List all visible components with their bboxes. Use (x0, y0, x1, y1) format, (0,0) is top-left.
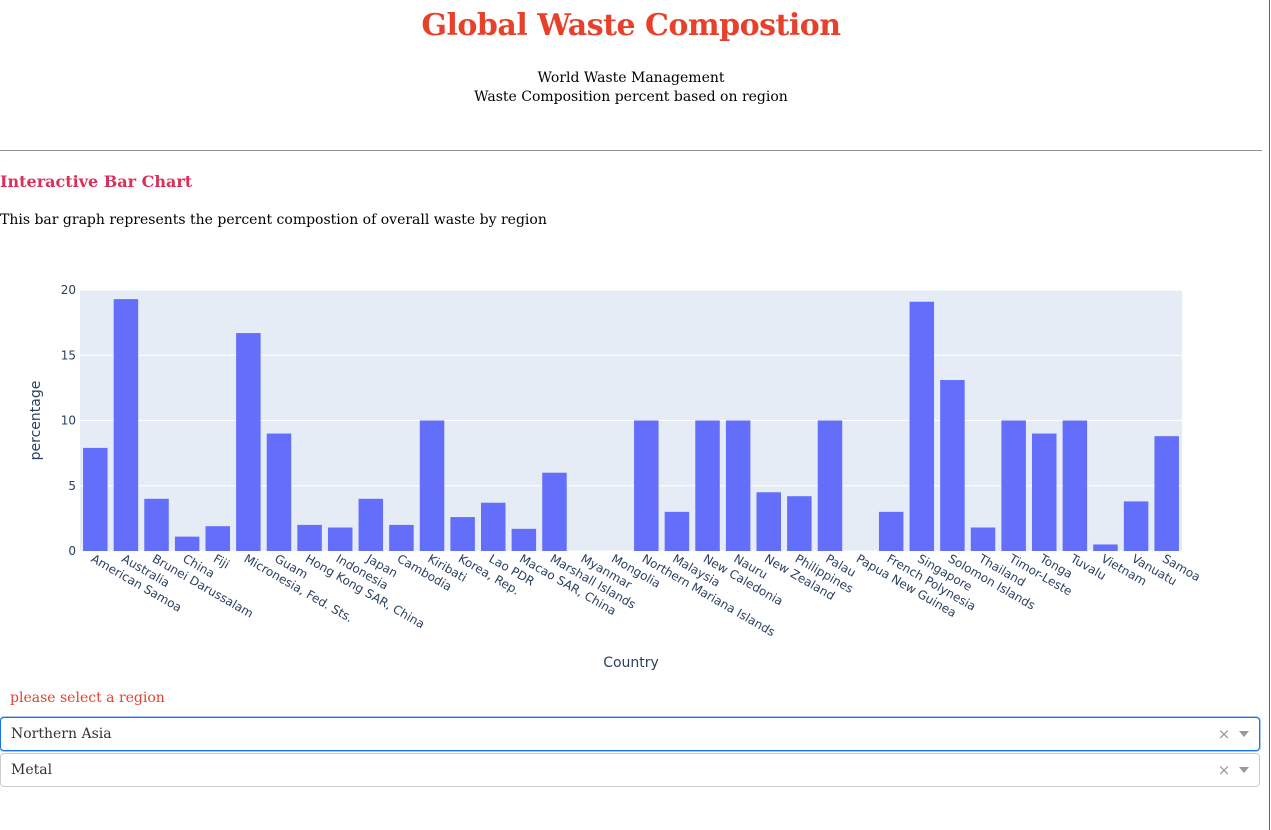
region-dropdown[interactable]: Northern Asia × (0, 717, 1260, 751)
y-axis-title: percentage (28, 381, 44, 461)
bar[interactable] (1032, 433, 1057, 551)
bar[interactable] (817, 420, 843, 552)
y-tick-label: 15 (61, 348, 76, 362)
page-subtitle-2: Waste Composition percent based on regio… (474, 89, 788, 105)
bar[interactable] (878, 511, 904, 551)
bar[interactable] (634, 420, 659, 552)
y-tick-label: 10 (61, 414, 76, 428)
bar[interactable] (909, 301, 935, 551)
bar[interactable] (940, 380, 965, 551)
bar[interactable] (970, 527, 996, 551)
bar[interactable] (144, 498, 169, 551)
bar[interactable] (450, 517, 475, 551)
bar[interactable] (1001, 420, 1026, 552)
bar[interactable] (664, 511, 690, 551)
bar[interactable] (113, 299, 139, 551)
divider (0, 150, 1262, 151)
material-dropdown-value: Metal (11, 762, 53, 778)
bar[interactable] (756, 492, 781, 551)
bar[interactable] (358, 498, 384, 551)
bar[interactable] (695, 420, 720, 552)
material-clear-icon[interactable]: × (1217, 761, 1231, 779)
bar[interactable] (1093, 544, 1118, 551)
region-clear-icon[interactable]: × (1217, 725, 1231, 743)
bar[interactable] (511, 528, 537, 551)
region-select-label: please select a region (10, 690, 165, 706)
page-title: Global Waste Compostion (421, 8, 841, 43)
x-axis-title: Country (603, 655, 659, 671)
region-chevron-down-icon[interactable] (1239, 731, 1249, 737)
material-chevron-down-icon[interactable] (1239, 767, 1249, 773)
y-tick-label: 5 (68, 479, 76, 493)
bar[interactable] (419, 420, 445, 552)
bar[interactable] (542, 472, 567, 551)
bar[interactable] (481, 502, 506, 551)
x-tick-label: Fiji (211, 551, 232, 571)
section-title: Interactive Bar Chart (0, 172, 193, 191)
material-dropdown[interactable]: Metal × (0, 753, 1260, 787)
bar[interactable] (1062, 420, 1088, 552)
page-subtitle: World Waste Management (537, 70, 725, 86)
bar[interactable] (725, 420, 751, 552)
bar[interactable] (174, 536, 200, 551)
bar[interactable] (327, 527, 353, 551)
y-tick-label: 0 (68, 544, 76, 558)
bar[interactable] (297, 524, 322, 551)
bar[interactable] (236, 333, 261, 551)
bar[interactable] (1123, 501, 1149, 551)
region-dropdown-value: Northern Asia (11, 726, 112, 742)
bar[interactable] (83, 447, 108, 551)
y-tick-label: 20 (61, 283, 76, 297)
bar[interactable] (1154, 436, 1179, 551)
section-description: This bar graph represents the percent co… (0, 212, 547, 228)
bar[interactable] (205, 526, 230, 551)
page-right-border (1269, 0, 1270, 830)
bar[interactable] (266, 433, 292, 551)
bar[interactable] (389, 524, 414, 551)
bar[interactable] (787, 496, 812, 551)
